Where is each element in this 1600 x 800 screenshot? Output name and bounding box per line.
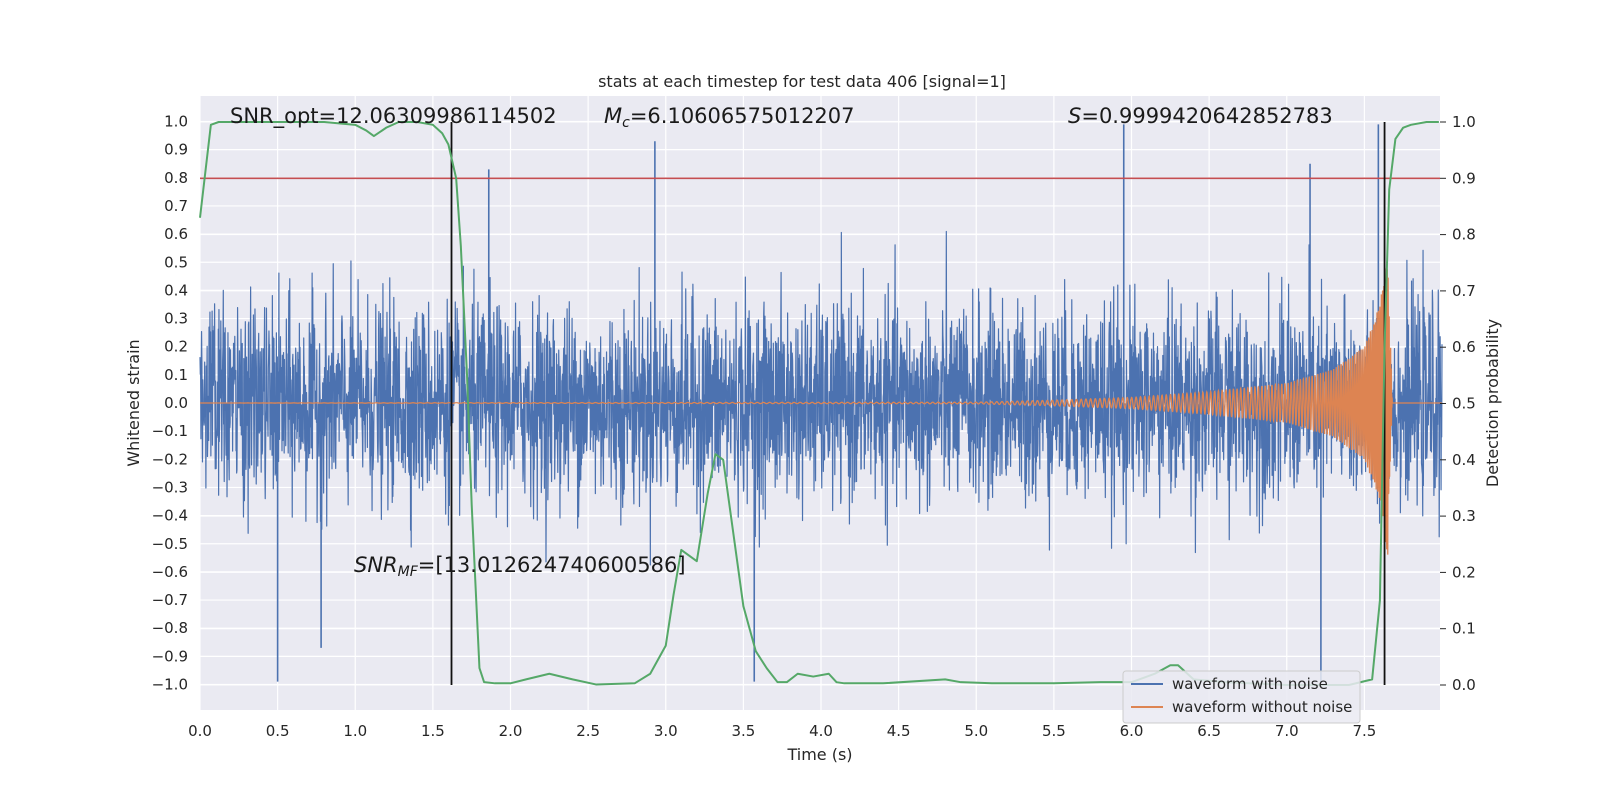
y-tick-label: −0.3 [152, 478, 188, 496]
x-tick-label: 4.5 [887, 722, 911, 740]
y-tick-label: −0.1 [152, 422, 188, 440]
y-tick-label: 0.8 [164, 169, 188, 187]
x-tick-label: 0.0 [188, 722, 212, 740]
x-tick-label: 5.0 [964, 722, 988, 740]
legend-label-clean: waveform without noise [1172, 698, 1352, 716]
y-tick-label: −0.2 [152, 450, 188, 468]
x-tick-label: 6.0 [1120, 722, 1144, 740]
stat-symbol: S [1068, 104, 1081, 128]
y-tick-label: 0.4 [164, 281, 188, 299]
x-axis-title: Time (s) [786, 745, 852, 764]
x-tick-label: 0.5 [266, 722, 290, 740]
x-tick-label: 7.0 [1275, 722, 1299, 740]
x-tick-label: 2.0 [499, 722, 523, 740]
y-tick-label: 0.5 [164, 253, 188, 271]
y-tick-label: 1.0 [164, 113, 188, 131]
y-tick-label: −0.9 [152, 647, 188, 665]
y-tick-label: −0.8 [152, 619, 188, 637]
x-tick-label: 2.5 [576, 722, 600, 740]
y-tick-label: 0.7 [164, 197, 188, 215]
y-axis-right-title: Detection probability [1483, 319, 1502, 487]
snr-opt-annotation: SNR_opt=12.06309986114502 [230, 104, 557, 129]
y-right-tick-label: 0.7 [1452, 282, 1476, 300]
y-right-tick-label: 0.1 [1452, 620, 1476, 638]
noise-series-group [199, 124, 1443, 682]
clean-series-group [200, 268, 1442, 555]
chirp-mass-subscript: c [622, 115, 630, 131]
y-tick-label: 0.0 [164, 394, 188, 412]
stat-annotation: S=0.9999420642852783 [1068, 104, 1333, 128]
y-right-tick-label: 0.4 [1452, 451, 1476, 469]
legend-box [1122, 670, 1361, 724]
y-tick-label: −0.7 [152, 591, 188, 609]
y-right-tick-label: 0.5 [1452, 395, 1476, 413]
legend-label-noise: waveform with noise [1172, 675, 1328, 693]
chirp-mass-annotation: Mc=6.10606575012207 [604, 104, 855, 131]
snr-mf-annotation: SNRMF=[13.012624740600586] [354, 553, 686, 580]
y-tick-label: −0.4 [152, 507, 188, 525]
legend: waveform with noise waveform without noi… [1122, 670, 1361, 724]
x-tick-label: 4.0 [809, 722, 833, 740]
x-tick-label: 3.0 [654, 722, 678, 740]
x-tick-label: 6.5 [1197, 722, 1221, 740]
y-tick-label: 0.6 [164, 225, 188, 243]
snr-mf-subscript: MF [398, 564, 419, 580]
x-tick-label: 3.5 [731, 722, 755, 740]
chirp-mass-value: =6.10606575012207 [630, 104, 855, 128]
x-tick-label: 7.5 [1352, 722, 1376, 740]
y-tick-label: −0.6 [152, 563, 188, 581]
chirp-mass-symbol: M [604, 104, 622, 128]
snr-mf-value: =[13.012624740600586] [418, 553, 686, 577]
y-right-tick-label: 1.0 [1452, 113, 1476, 131]
y-right-tick-label: 0.2 [1452, 563, 1476, 581]
y-tick-label: −0.5 [152, 535, 188, 553]
y-tick-label: 0.9 [164, 141, 188, 159]
y-tick-label: 0.1 [164, 366, 188, 384]
y-tick-label: −1.0 [152, 676, 188, 694]
y-right-tick-label: 0.8 [1452, 226, 1476, 244]
chart-title: stats at each timestep for test data 406… [598, 72, 1006, 91]
y-axis-title: Whitened strain [124, 339, 143, 466]
y-right-tick-label: 0.0 [1452, 676, 1476, 694]
y-tick-label: 0.3 [164, 310, 188, 328]
overlay-group [200, 122, 1440, 685]
stat-value: =0.9999420642852783 [1081, 104, 1332, 128]
x-tick-label: 5.5 [1042, 722, 1066, 740]
ticks-group: 0.0 0.5 1.0 1.5 2.0 2.5 3.0 3.5 4.0 4.5 5.0 5.5 6.0 6… [152, 113, 1476, 741]
y-right-tick-label: 0.3 [1452, 507, 1476, 525]
y-tick-label: 0.2 [164, 338, 188, 356]
clean-series-line [200, 268, 1442, 555]
y-right-tick-label: 0.6 [1452, 338, 1476, 356]
x-tick-label: 1.0 [343, 722, 367, 740]
snr-mf-symbol: SNR [354, 553, 398, 577]
noise-series-line [199, 230, 1443, 566]
x-tick-label: 1.5 [421, 722, 445, 740]
y-right-tick-label: 0.9 [1452, 169, 1476, 187]
